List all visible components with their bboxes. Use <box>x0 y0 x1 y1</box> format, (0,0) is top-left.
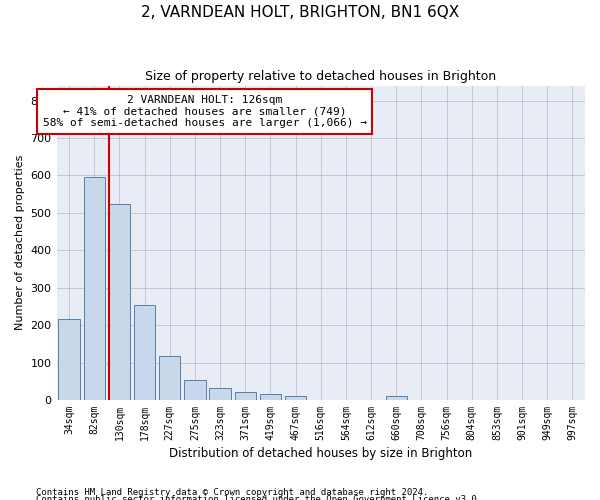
Text: 2, VARNDEAN HOLT, BRIGHTON, BN1 6QX: 2, VARNDEAN HOLT, BRIGHTON, BN1 6QX <box>141 5 459 20</box>
Bar <box>260 394 281 400</box>
X-axis label: Distribution of detached houses by size in Brighton: Distribution of detached houses by size … <box>169 447 472 460</box>
Text: Contains public sector information licensed under the Open Government Licence v3: Contains public sector information licen… <box>36 496 482 500</box>
Bar <box>109 204 130 400</box>
Bar <box>285 396 307 400</box>
Title: Size of property relative to detached houses in Brighton: Size of property relative to detached ho… <box>145 70 496 83</box>
Y-axis label: Number of detached properties: Number of detached properties <box>15 155 25 330</box>
Text: 2 VARNDEAN HOLT: 126sqm
← 41% of detached houses are smaller (749)
58% of semi-d: 2 VARNDEAN HOLT: 126sqm ← 41% of detache… <box>43 95 367 128</box>
Bar <box>58 320 80 400</box>
Bar <box>83 176 105 400</box>
Bar <box>134 304 155 400</box>
Bar <box>159 356 181 400</box>
Bar <box>386 396 407 400</box>
Bar <box>184 380 206 400</box>
Bar <box>209 388 231 400</box>
Text: Contains HM Land Registry data © Crown copyright and database right 2024.: Contains HM Land Registry data © Crown c… <box>36 488 428 497</box>
Bar <box>235 392 256 400</box>
